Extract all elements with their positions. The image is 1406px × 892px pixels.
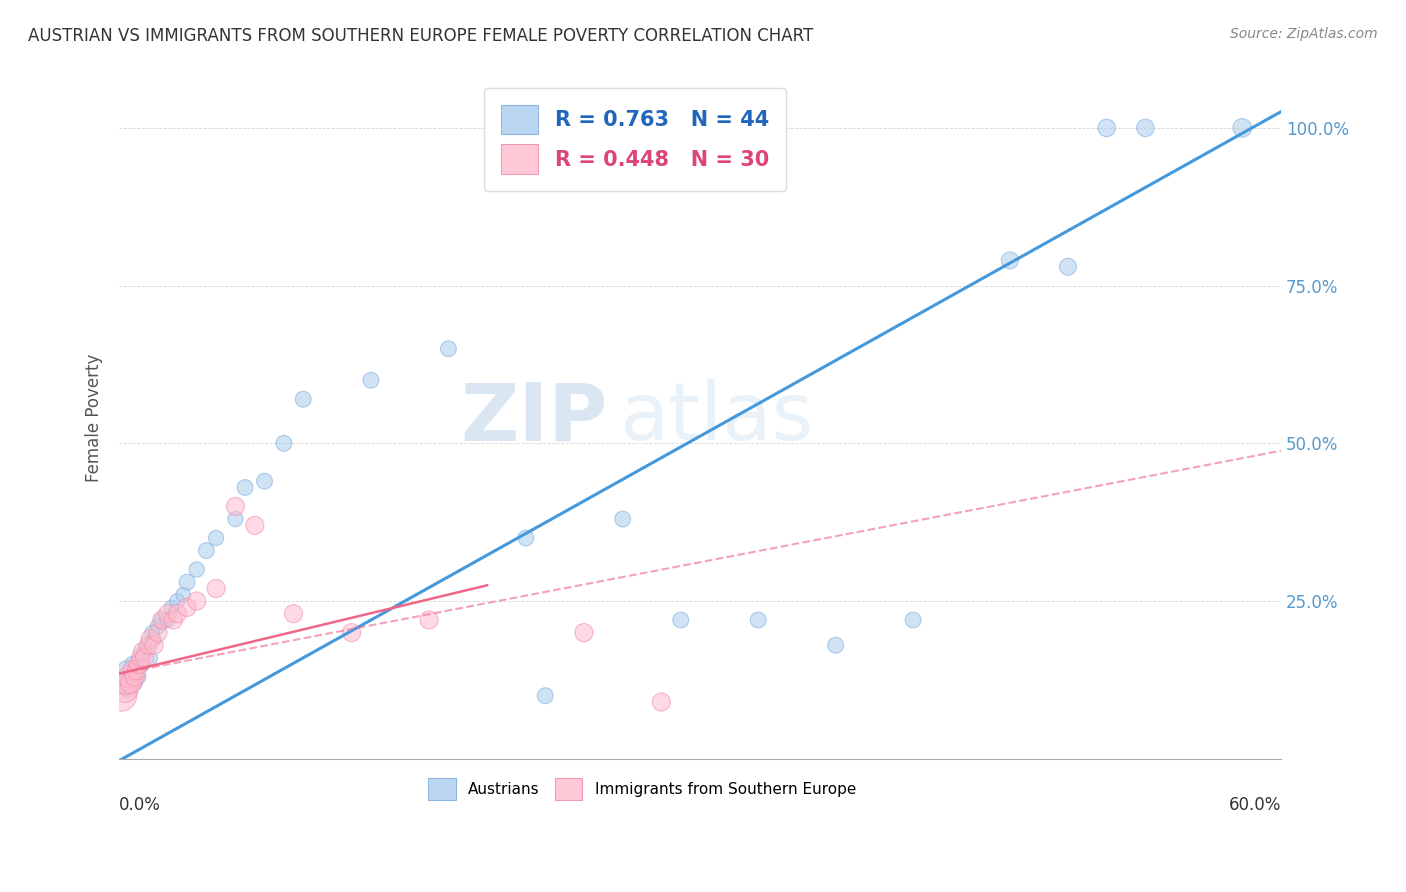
Point (136, 638, 159, 652)
Point (186, 594, 208, 608)
Text: Source: ZipAtlas.com: Source: ZipAtlas.com (1230, 27, 1378, 41)
Text: 0.0%: 0.0% (120, 797, 162, 814)
Point (124, 670, 146, 684)
Point (515, 531, 537, 545)
Point (669, 613, 692, 627)
Point (1057, 260, 1080, 274)
Point (572, 625, 595, 640)
Text: AUSTRIAN VS IMMIGRANTS FROM SOUTHERN EUROPE FEMALE POVERTY CORRELATION CHART: AUSTRIAN VS IMMIGRANTS FROM SOUTHERN EUR… (28, 27, 813, 45)
Point (253, 474, 276, 488)
Point (139, 632, 162, 646)
Point (125, 664, 148, 678)
Point (128, 657, 150, 672)
Point (224, 512, 246, 526)
Point (243, 518, 266, 533)
Point (134, 650, 156, 665)
Point (129, 650, 152, 665)
Point (160, 600, 183, 615)
Point (141, 625, 163, 640)
Point (824, 638, 846, 652)
Point (129, 650, 152, 665)
Point (120, 676, 142, 690)
Point (418, 613, 440, 627)
Point (156, 607, 179, 621)
Point (224, 500, 246, 514)
Point (121, 664, 143, 678)
Point (125, 664, 148, 678)
Point (110, 689, 132, 703)
Point (118, 670, 141, 684)
Point (156, 613, 179, 627)
Point (118, 682, 141, 697)
Point (340, 625, 363, 640)
Point (131, 657, 153, 672)
Point (139, 650, 162, 665)
Point (162, 613, 184, 627)
Point (136, 638, 159, 652)
Point (143, 638, 166, 652)
Text: 60.0%: 60.0% (1229, 797, 1281, 814)
Point (437, 342, 460, 356)
Point (205, 582, 228, 596)
Point (205, 531, 228, 545)
Text: ZIP: ZIP (460, 379, 607, 457)
Point (124, 676, 146, 690)
Point (176, 575, 198, 590)
Point (292, 392, 315, 407)
Text: atlas: atlas (619, 379, 813, 457)
Point (283, 607, 305, 621)
Point (195, 543, 218, 558)
Point (120, 670, 142, 684)
Point (146, 619, 169, 633)
Point (1135, 120, 1157, 135)
Point (186, 562, 208, 576)
Point (650, 695, 672, 709)
Point (612, 512, 634, 526)
Point (114, 682, 136, 697)
Point (146, 625, 169, 640)
Point (112, 676, 135, 690)
Point (115, 664, 138, 678)
Point (360, 373, 382, 387)
Point (901, 613, 924, 627)
Point (1232, 120, 1254, 135)
Legend: Austrians, Immigrants from Southern Europe: Austrians, Immigrants from Southern Euro… (422, 772, 862, 805)
Point (121, 657, 143, 672)
Point (166, 607, 188, 621)
Point (172, 588, 194, 602)
Point (1095, 120, 1118, 135)
Point (143, 632, 166, 646)
Y-axis label: Female Poverty: Female Poverty (86, 354, 103, 483)
Point (150, 613, 173, 627)
Point (747, 613, 769, 627)
Point (998, 253, 1021, 268)
Point (534, 689, 557, 703)
Point (134, 644, 156, 658)
Point (115, 676, 138, 690)
Point (176, 600, 198, 615)
Point (233, 481, 256, 495)
Point (150, 613, 173, 627)
Point (131, 644, 153, 658)
Point (128, 670, 150, 684)
Point (166, 594, 188, 608)
Point (273, 436, 295, 450)
